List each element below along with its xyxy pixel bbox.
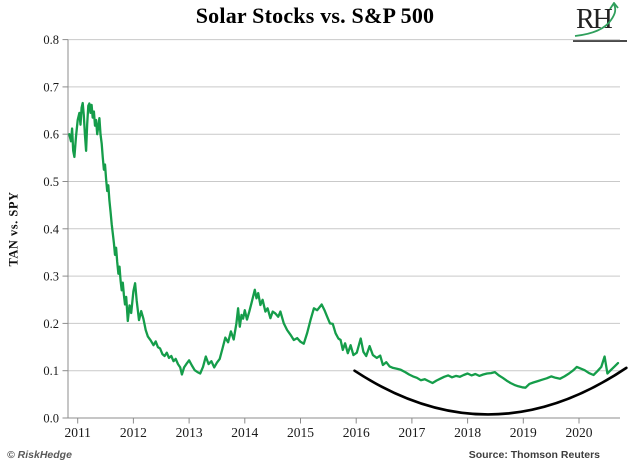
copyright-note: © RiskHedge [7,449,72,461]
y-tick-label: 0.8 [43,33,59,47]
y-tick-label: 0.2 [43,317,59,331]
x-tick-label: 2012 [120,425,147,440]
rounding-bottom-arc [353,366,628,416]
x-tick-label: 2020 [566,425,593,440]
y-tick-label: 0.5 [43,175,59,189]
tan-spy-line [68,101,620,389]
x-tick-label: 2013 [176,425,203,440]
x-tick-label: 2016 [343,425,370,440]
riskhedge-logo: RH [573,2,627,42]
x-tick-label: 2011 [64,425,91,440]
y-tick-label: 0.1 [43,364,59,378]
source-note: Source: Thomson Reuters [468,449,600,461]
x-tick-label: 2019 [510,425,537,440]
y-tick-label: 0.7 [43,80,59,94]
y-tick-label: 0.6 [43,128,59,142]
x-tick-label: 2018 [454,425,481,440]
x-tick-label: 2017 [398,425,425,440]
chart-title: Solar Stocks vs. S&P 500 [195,3,435,28]
y-tick-label: 0.0 [43,412,59,426]
y-tick-label: 0.4 [43,222,59,236]
x-tick-label: 2014 [231,425,258,440]
x-tick-label: 2015 [287,425,314,440]
y-tick-label: 0.3 [43,270,59,284]
